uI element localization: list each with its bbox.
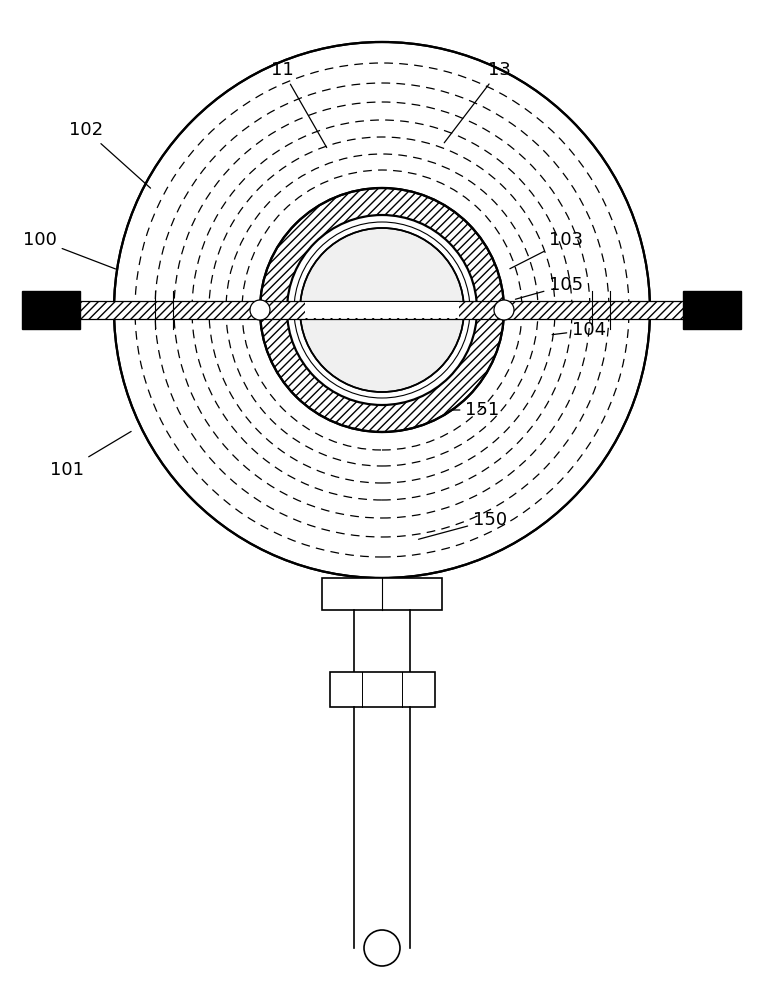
Text: 105: 105 bbox=[516, 276, 584, 299]
Circle shape bbox=[114, 42, 650, 578]
Circle shape bbox=[364, 930, 400, 966]
Circle shape bbox=[287, 215, 477, 405]
Text: 104: 104 bbox=[552, 321, 607, 339]
Bar bbox=[683, 291, 741, 329]
Bar bbox=[330, 672, 434, 707]
Bar bbox=[70, 301, 693, 319]
Text: 151: 151 bbox=[427, 401, 500, 419]
Text: 13: 13 bbox=[444, 61, 511, 143]
Bar bbox=[22, 291, 80, 329]
Text: 11: 11 bbox=[271, 61, 327, 148]
Circle shape bbox=[494, 300, 514, 320]
Circle shape bbox=[300, 228, 464, 392]
Bar bbox=[322, 578, 442, 610]
Text: 150: 150 bbox=[419, 511, 507, 539]
Text: 103: 103 bbox=[510, 231, 584, 269]
Text: 102: 102 bbox=[69, 121, 150, 188]
Text: 101: 101 bbox=[50, 431, 131, 479]
Bar bbox=[305, 302, 459, 318]
Circle shape bbox=[260, 188, 504, 432]
Circle shape bbox=[250, 300, 270, 320]
Text: 100: 100 bbox=[23, 231, 116, 269]
